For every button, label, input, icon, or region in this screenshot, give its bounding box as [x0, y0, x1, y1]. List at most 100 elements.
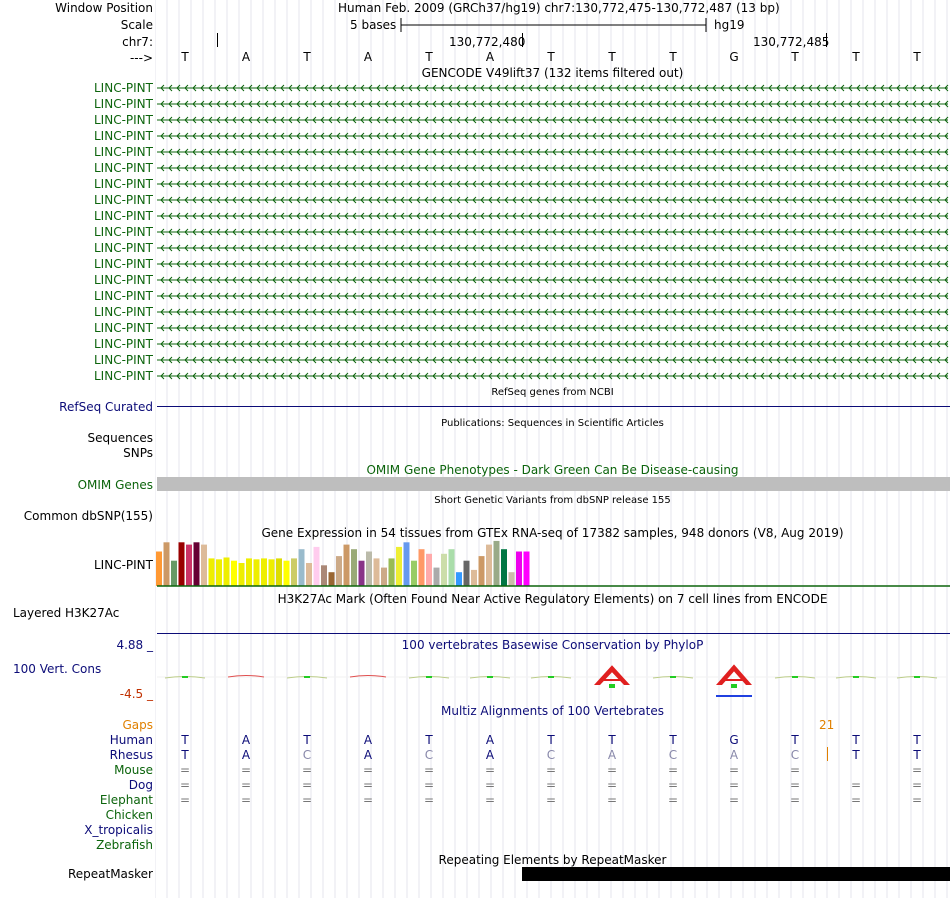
multiz-track-title[interactable]: Multiz Alignments of 100 Vertebrates [440, 704, 665, 718]
gencode-gene-label[interactable]: LINC-PINT [94, 369, 153, 383]
gencode-transcript[interactable] [155, 339, 950, 349]
strand-arrow [808, 100, 813, 108]
dbsnp-track-label[interactable]: Common dbSNP(155) [23, 509, 153, 523]
dbsnp-track-title[interactable]: Short Genetic Variants from dbSNP releas… [434, 495, 671, 506]
strand-arrow [512, 340, 517, 348]
strand-arrow [288, 340, 293, 348]
strand-arrow [480, 356, 485, 364]
gencode-gene-label[interactable]: LINC-PINT [94, 225, 153, 239]
gencode-gene-label[interactable]: LINC-PINT [94, 305, 153, 319]
strand-arrow [368, 84, 373, 92]
strand-arrow [664, 308, 669, 316]
gencode-transcript[interactable] [155, 371, 950, 381]
strand-arrow [176, 276, 181, 284]
strand-arrow [352, 372, 357, 380]
sequences-track-label[interactable]: Sequences [87, 431, 153, 445]
strand-arrow [392, 164, 397, 172]
alignment-base: A [241, 733, 251, 747]
gencode-transcript[interactable] [155, 243, 950, 253]
gencode-gene-label[interactable]: LINC-PINT [94, 113, 153, 127]
strand-arrow [464, 100, 469, 108]
omim-track-title[interactable]: OMIM Gene Phenotypes - Dark Green Can Be… [366, 463, 739, 477]
strand-arrow [504, 276, 509, 284]
gencode-transcript[interactable] [155, 211, 950, 221]
gencode-gene-label[interactable]: LINC-PINT [94, 321, 153, 335]
gencode-gene-label[interactable]: LINC-PINT [94, 161, 153, 175]
gencode-transcript[interactable] [155, 99, 950, 109]
gencode-gene-label[interactable]: LINC-PINT [94, 209, 153, 223]
strand-arrow [768, 228, 773, 236]
h3k27ac-track-label[interactable]: Layered H3K27Ac [13, 606, 120, 620]
gencode-gene-label[interactable]: LINC-PINT [94, 81, 153, 95]
strand-arrow [368, 180, 373, 188]
gencode-transcript[interactable] [155, 355, 950, 365]
phylop-track-label[interactable]: 100 Vert. Cons [13, 662, 102, 676]
strand-arrow [928, 244, 933, 252]
repeatmasker-element[interactable] [522, 867, 950, 881]
gencode-gene-label[interactable]: LINC-PINT [94, 241, 153, 255]
phylop-track-title[interactable]: 100 vertebrates Basewise Conservation by… [401, 638, 704, 652]
strand-arrow [168, 84, 173, 92]
gencode-gene-label[interactable]: LINC-PINT [94, 289, 153, 303]
refseq-gene-line[interactable] [157, 406, 950, 407]
strand-arrow [464, 244, 469, 252]
repeatmasker-track-label[interactable]: RepeatMasker [67, 867, 153, 881]
gencode-gene-label[interactable]: LINC-PINT [94, 257, 153, 271]
alignment-base: = [789, 778, 801, 792]
strand-arrow [696, 276, 701, 284]
strand-arrow [344, 324, 349, 332]
gencode-transcript[interactable] [155, 291, 950, 301]
gtex-tissue-bar [456, 572, 462, 586]
h3k27ac-track-title[interactable]: H3K27Ac Mark (Often Found Near Active Re… [277, 592, 828, 606]
gencode-gene-label[interactable]: LINC-PINT [94, 337, 153, 351]
strand-arrow [352, 340, 357, 348]
gencode-transcript[interactable] [155, 179, 950, 189]
strand-arrow [344, 116, 349, 124]
repeatmasker-track-title[interactable]: Repeating Elements by RepeatMasker [438, 853, 667, 867]
gencode-gene-label[interactable]: LINC-PINT [94, 193, 153, 207]
strand-arrow [944, 148, 949, 156]
gtex-track-title[interactable]: Gene Expression in 54 tissues from GTEx … [261, 526, 844, 540]
strand-arrow [832, 180, 837, 188]
omim-gene-bar[interactable] [157, 477, 950, 491]
gencode-transcript[interactable] [155, 227, 950, 237]
gencode-transcript[interactable] [155, 115, 950, 125]
gtex-expression-bars[interactable] [155, 540, 950, 590]
strand-arrow [376, 84, 381, 92]
gencode-transcript[interactable] [155, 195, 950, 205]
gencode-transcript[interactable] [155, 275, 950, 285]
strand-arrow [880, 228, 885, 236]
gencode-track-title[interactable]: GENCODE V49lift37 (132 items filtered ou… [421, 66, 684, 80]
gencode-gene-label[interactable]: LINC-PINT [94, 129, 153, 143]
gencode-transcript[interactable] [155, 323, 950, 333]
strand-arrow [936, 324, 941, 332]
strand-arrow [680, 180, 685, 188]
phylop-conservation-plot[interactable] [155, 654, 950, 702]
gencode-transcript[interactable] [155, 307, 950, 317]
strand-arrow [720, 116, 725, 124]
strand-arrow [608, 180, 613, 188]
gtex-track-label[interactable]: LINC-PINT [94, 558, 153, 572]
gencode-transcript[interactable] [155, 131, 950, 141]
gencode-gene-label[interactable]: LINC-PINT [94, 353, 153, 367]
strand-arrow [736, 84, 741, 92]
refseq-track-label[interactable]: RefSeq Curated [59, 400, 153, 414]
gencode-transcript[interactable] [155, 259, 950, 269]
publications-track-title[interactable]: Publications: Sequences in Scientific Ar… [441, 418, 664, 429]
refseq-track-title[interactable]: RefSeq genes from NCBI [491, 387, 614, 398]
gencode-gene-label[interactable]: LINC-PINT [94, 273, 153, 287]
alignment-base: = [362, 763, 374, 777]
strand-arrow [424, 100, 429, 108]
gencode-gene-label[interactable]: LINC-PINT [94, 97, 153, 111]
gencode-gene-label[interactable]: LINC-PINT [94, 177, 153, 191]
gencode-transcript[interactable] [155, 163, 950, 173]
omim-track-label[interactable]: OMIM Genes [77, 478, 153, 492]
gencode-gene-label[interactable]: LINC-PINT [94, 145, 153, 159]
strand-arrow [208, 148, 213, 156]
snps-track-label[interactable]: SNPs [123, 446, 153, 460]
strand-arrow [840, 132, 845, 140]
strand-arrow [760, 340, 765, 348]
gencode-transcript[interactable] [155, 147, 950, 157]
strand-arrow [552, 292, 557, 300]
gencode-transcript[interactable] [155, 83, 950, 93]
